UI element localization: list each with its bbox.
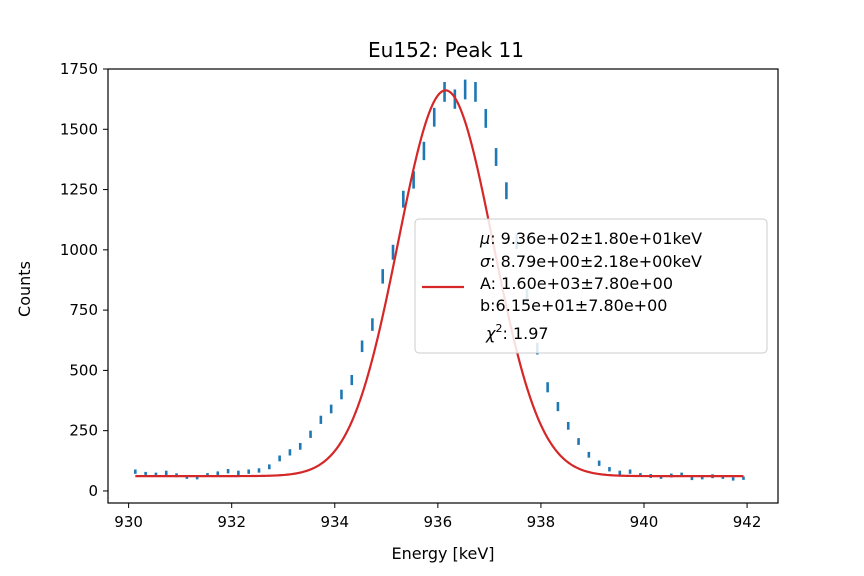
legend-entry-line: b:6.15e+01±7.80e+00 — [480, 296, 667, 315]
x-axis: 930 932 934 936 938 940 942 — [114, 503, 761, 531]
y-axis: 0 250 500 750 1000 1250 1500 1750 — [60, 60, 108, 500]
x-tick-label: 930 — [114, 513, 143, 531]
y-tick-label: 1750 — [60, 60, 98, 78]
x-tick-label: 934 — [320, 513, 349, 531]
x-tick-label: 940 — [630, 513, 659, 531]
chart-title: Eu152: Peak 11 — [368, 38, 524, 62]
y-tick-label: 500 — [69, 361, 98, 379]
x-axis-label: Energy [keV] — [391, 544, 494, 563]
legend-entry-line: μ: 9.36e+02±1.80e+01keV — [479, 229, 702, 248]
x-tick-label: 938 — [527, 513, 556, 531]
y-tick-label: 1000 — [60, 241, 98, 259]
y-tick-label: 250 — [69, 422, 98, 440]
legend-entry-line: σ: 8.79e+00±2.18e+00keV — [480, 252, 702, 271]
y-tick-label: 1500 — [60, 120, 98, 138]
legend: μ: 9.36e+02±1.80e+01keV σ: 8.79e+00±2.18e… — [414, 218, 768, 354]
x-tick-label: 942 — [733, 513, 762, 531]
y-tick-label: 0 — [88, 482, 98, 500]
y-axis-label: Counts — [15, 261, 34, 317]
y-tick-label: 750 — [69, 301, 98, 319]
legend-box — [414, 218, 768, 354]
legend-entry-line: A: 1.60e+03±7.80e+00 — [480, 274, 673, 293]
x-tick-label: 932 — [217, 513, 246, 531]
x-tick-label: 936 — [424, 513, 453, 531]
fit-curve — [135, 89, 744, 478]
y-tick-label: 1250 — [60, 181, 98, 199]
legend-entry-line: χ2: 1.97 — [485, 322, 549, 343]
